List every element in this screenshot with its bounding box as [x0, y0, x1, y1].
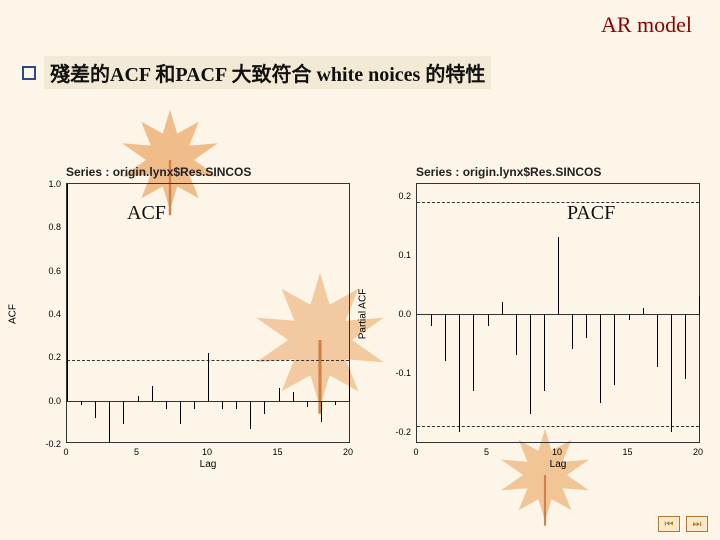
pacf-plot: PACF Partial ACF -0.2-0.10.00.10.2	[416, 183, 700, 443]
nav-controls: ⏮ ⏭	[658, 516, 708, 532]
acf-series-title: Series : origin.lynx$Res.SINCOS	[66, 165, 350, 179]
acf-xaxis: Lag 05101520	[66, 443, 350, 471]
page-title: AR model	[601, 12, 692, 38]
pacf-series-title: Series : origin.lynx$Res.SINCOS	[416, 165, 700, 179]
acf-ylabel: ACF	[8, 304, 19, 324]
acf-plot: ACF ACF -0.20.00.20.40.60.81.0	[66, 183, 350, 443]
acf-overlay-label: ACF	[127, 202, 166, 225]
pacf-xaxis: Lag 05101520	[416, 443, 700, 471]
pacf-ylabel: Partial ACF	[358, 289, 369, 340]
pacf-overlay-label: PACF	[567, 202, 615, 225]
pacf-yaxis: Partial ACF -0.2-0.10.00.10.2	[373, 184, 413, 444]
next-button[interactable]: ⏭	[686, 516, 708, 532]
pacf-panel: Series : origin.lynx$Res.SINCOS PACF Par…	[370, 165, 700, 471]
acf-xlabel: Lag	[200, 459, 217, 470]
acf-yaxis: ACF -0.20.00.20.40.60.81.0	[23, 184, 63, 444]
bullet-text: 殘差的ACF 和PACF 大致符合 white noices 的特性	[44, 56, 491, 89]
bullet-square-icon	[22, 66, 36, 80]
bullet-item: 殘差的ACF 和PACF 大致符合 white noices 的特性	[22, 56, 491, 89]
pacf-xlabel: Lag	[550, 459, 567, 470]
acf-panel: Series : origin.lynx$Res.SINCOS ACF ACF …	[20, 165, 350, 471]
prev-button[interactable]: ⏮	[658, 516, 680, 532]
